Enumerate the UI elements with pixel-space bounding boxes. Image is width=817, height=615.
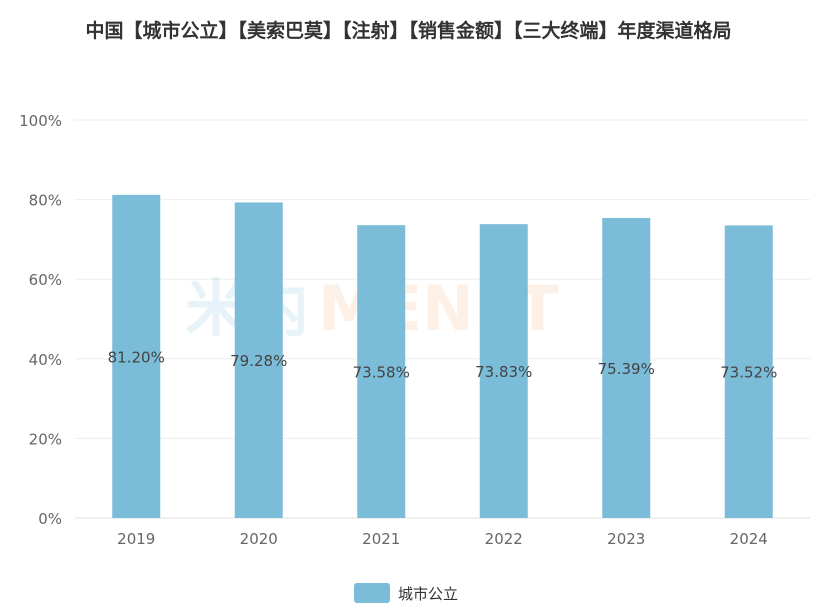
data-label: 75.39%: [598, 360, 655, 378]
x-tick-label: 2019: [117, 530, 155, 548]
bar: [357, 225, 406, 518]
x-tick-label: 2020: [240, 530, 278, 548]
y-tick-label: 40%: [29, 351, 62, 369]
data-label: 79.28%: [230, 352, 287, 370]
data-label: 81.20%: [108, 348, 165, 366]
y-tick-label: 60%: [29, 271, 62, 289]
y-tick-label: 0%: [38, 510, 62, 528]
bar: [602, 217, 651, 518]
data-label: 73.83%: [475, 363, 532, 381]
x-tick-label: 2021: [362, 530, 400, 548]
bar: [724, 225, 773, 519]
y-tick-label: 20%: [29, 430, 62, 448]
bar: [234, 202, 283, 518]
bar: [479, 224, 528, 518]
chart-title: 中国【城市公立】【美索巴莫】【注射】【销售金额】【三大终端】年度渠道格局: [85, 20, 732, 42]
legend-label: 城市公立: [398, 585, 458, 603]
legend-swatch: [354, 583, 390, 603]
y-tick-label: 100%: [19, 112, 62, 130]
x-tick-label: 2024: [730, 530, 768, 548]
bar: [112, 194, 161, 518]
y-tick-label: 80%: [29, 192, 62, 210]
data-label: 73.52%: [720, 364, 777, 382]
x-tick-label: 2022: [485, 530, 523, 548]
data-label: 73.58%: [353, 364, 410, 382]
x-tick-label: 2023: [607, 530, 645, 548]
